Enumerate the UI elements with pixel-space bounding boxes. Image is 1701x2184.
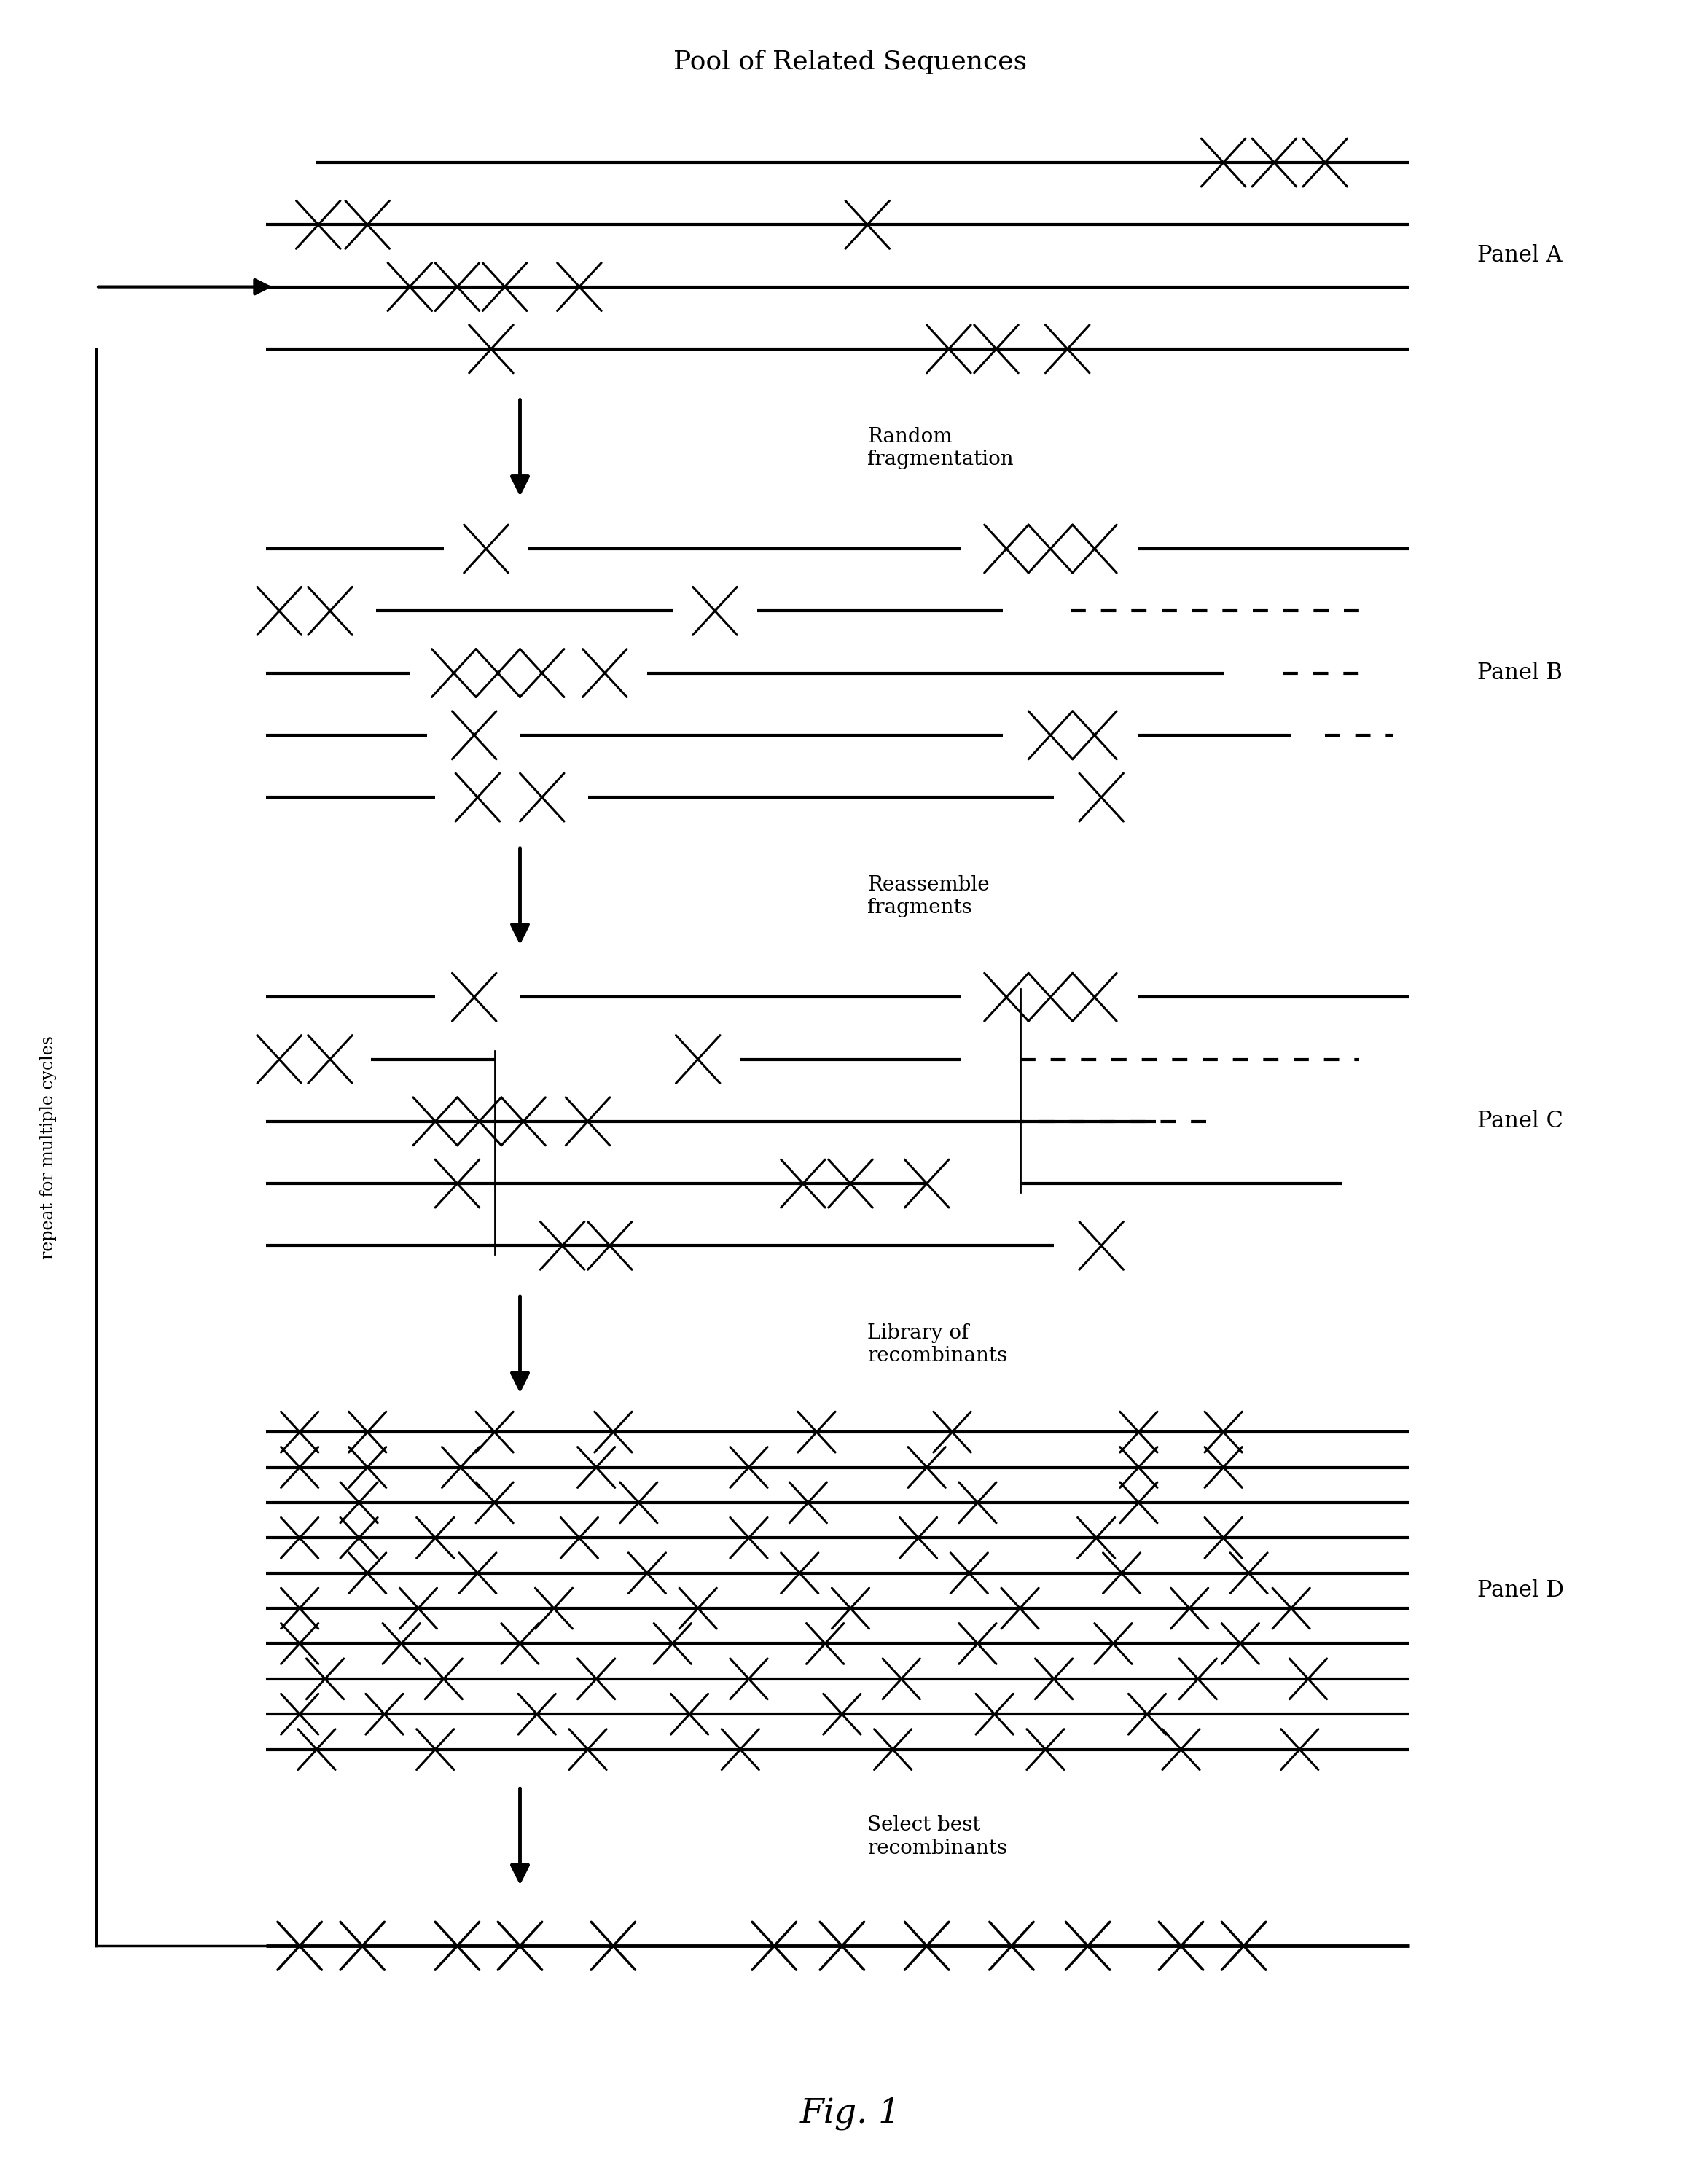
Text: Reassemble
fragments: Reassemble fragments	[868, 876, 990, 917]
Text: repeat for multiple cycles: repeat for multiple cycles	[41, 1035, 58, 1260]
Text: Fig. 1: Fig. 1	[799, 2097, 902, 2129]
Text: Select best
recombinants: Select best recombinants	[868, 1815, 1007, 1859]
Text: Panel D: Panel D	[1478, 1579, 1565, 1603]
Text: Random
fragmentation: Random fragmentation	[868, 426, 1014, 470]
Text: Pool of Related Sequences: Pool of Related Sequences	[674, 50, 1027, 74]
Text: Panel A: Panel A	[1478, 245, 1563, 266]
Text: Panel B: Panel B	[1478, 662, 1563, 684]
Text: Library of
recombinants: Library of recombinants	[868, 1324, 1007, 1365]
Text: Panel C: Panel C	[1478, 1109, 1563, 1133]
